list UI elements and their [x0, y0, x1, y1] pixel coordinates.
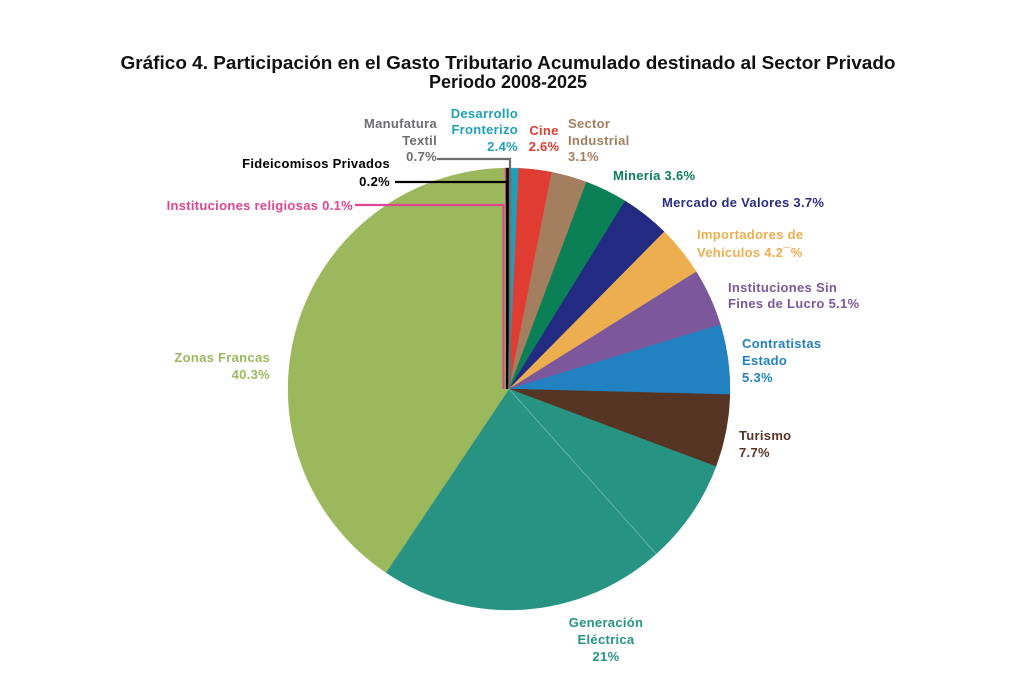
leader-line-manufatura-textil	[437, 157, 512, 389]
label-turismo: Turismo 7.7%	[739, 428, 791, 460]
slice-divider	[508, 388, 657, 555]
label-instituciones-sin-fines-de-lucro: Instituciones Sin Fines de Lucro 5.1%	[728, 280, 860, 311]
label-line: Fideicomisos Privados	[242, 156, 390, 171]
label-cine: Cine 2.6%	[529, 123, 560, 154]
label-line: Cine	[529, 123, 558, 138]
label-zonas-francas: Zonas Francas 40.3%	[174, 350, 271, 382]
label-value: 5.3%	[742, 370, 773, 385]
label-line: Minería 3.6%	[613, 168, 695, 183]
label-mercado-de-valores: Mercado de Valores 3.7%	[662, 195, 824, 210]
label-instituciones-religiosas: Instituciones religiosas 0.1%	[167, 198, 354, 213]
label-line: Manufatura	[364, 116, 438, 131]
label-sector-industrial: Sector Industrial 3.1%	[568, 116, 630, 164]
label-line: Importadores de	[697, 227, 803, 242]
label-value: 40.3%	[232, 367, 271, 382]
label-fideicomisos-privados: Fideicomisos Privados 0.2%	[242, 156, 390, 189]
label-line: Eléctrica	[578, 632, 635, 647]
label-contratistas-estado: Contratistas Estado 5.3%	[742, 336, 821, 385]
label-line: Vehículos 4.2¯%	[697, 245, 803, 260]
leader-line-fideicomisos-privados	[395, 180, 509, 389]
label-mineria: Minería 3.6%	[613, 168, 695, 183]
label-line: Desarrollo	[451, 106, 518, 121]
chart-title: Gráfico 4. Participación en el Gasto Tri…	[121, 53, 896, 73]
label-importadores-de-vehiculos: Importadores de Vehículos 4.2¯%	[697, 227, 803, 260]
label-line: Generación	[569, 615, 644, 630]
label-line: Industrial	[568, 133, 630, 148]
label-generacion-electrica: Generación Eléctrica 21%	[569, 615, 644, 664]
chart-subtitle: Periodo 2008-2025	[429, 72, 587, 92]
label-line: Instituciones religiosas 0.1%	[167, 198, 354, 213]
label-value: 0.2%	[359, 174, 390, 189]
label-desarrollo-fronterizo: Desarrollo Fronterizo 2.4%	[451, 106, 518, 154]
label-line: Contratistas	[742, 336, 821, 351]
label-line: Zonas Francas	[174, 350, 270, 365]
pie-slice	[385, 388, 657, 611]
label-value: 0.7%	[406, 149, 437, 164]
label-value: 3.1%	[568, 149, 599, 164]
label-line: Sector	[568, 116, 610, 131]
label-line: Estado	[742, 353, 787, 368]
label-manufatura-textil: Manufatura Textil 0.7%	[364, 116, 438, 164]
label-value: 2.4%	[487, 139, 518, 154]
label-line: Turismo	[739, 428, 791, 443]
label-line: Textil	[402, 133, 437, 148]
pie-slices	[287, 167, 731, 611]
label-line: Fronterizo	[451, 122, 518, 137]
label-value: 7.7%	[739, 445, 770, 460]
leader-line-instituciones-religiosas	[355, 203, 505, 389]
label-line: Fines de Lucro 5.1%	[728, 296, 860, 311]
label-line: Instituciones Sin	[728, 280, 837, 295]
label-line: Mercado de Valores 3.7%	[662, 195, 824, 210]
pie-slice	[508, 388, 717, 555]
label-value: 21%	[593, 649, 620, 664]
label-value: 2.6%	[529, 139, 560, 154]
